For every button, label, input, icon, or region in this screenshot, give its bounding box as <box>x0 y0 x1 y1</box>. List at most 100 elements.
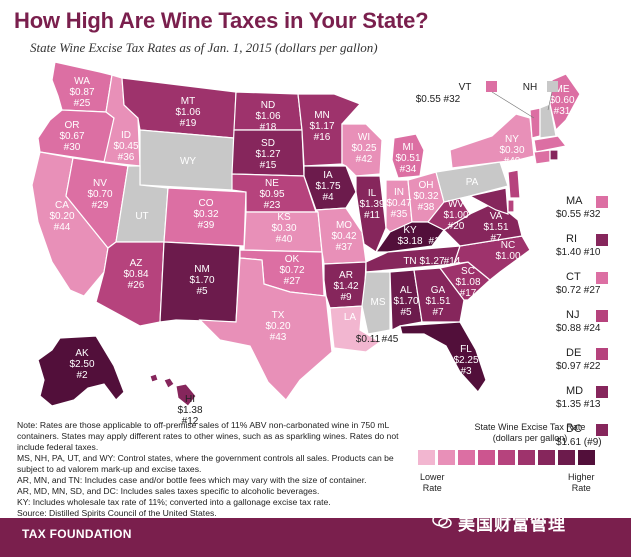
svg-text:$0.55 #32: $0.55 #32 <box>416 94 461 105</box>
svg-text:NH: NH <box>523 82 537 93</box>
scale-swatch <box>518 450 535 465</box>
svg-text:OK: OK <box>285 254 300 265</box>
svg-text:$1.42: $1.42 <box>333 281 358 292</box>
map-title: How High Are Wine Taxes in Your State? <box>14 8 429 33</box>
svg-text:#7: #7 <box>432 307 444 318</box>
legend-item-md: MD $1.35 #13 <box>556 385 626 423</box>
svg-text:#12: #12 <box>182 416 199 427</box>
svg-text:OR: OR <box>65 120 80 131</box>
state-MA[interactable] <box>533 135 568 153</box>
state-LA[interactable] <box>329 305 382 353</box>
svg-text:UT: UT <box>135 211 148 222</box>
scale-swatch <box>578 450 595 465</box>
state-GA[interactable] <box>413 267 465 323</box>
state-AL[interactable] <box>389 269 423 331</box>
label-UT: UT <box>135 211 148 222</box>
state-NY[interactable] <box>449 113 535 169</box>
legend-item-ma: MA $0.55 #32 <box>556 195 626 233</box>
svg-text:MO: MO <box>336 220 352 231</box>
svg-text:$0.95: $0.95 <box>259 189 284 200</box>
legend-item-de: DE $0.97 #22 <box>556 347 626 385</box>
svg-text:$0.87: $0.87 <box>69 87 94 98</box>
label-TN: TN $1.27 #14 <box>403 256 460 267</box>
svg-text:$3.18: $3.18 <box>397 236 422 247</box>
legend-swatch <box>596 424 608 436</box>
state-MD[interactable] <box>468 187 509 215</box>
scale-swatch <box>438 450 455 465</box>
scale-high-label: Higher Rate <box>568 472 595 493</box>
svg-text:#30: #30 <box>64 142 81 153</box>
svg-text:TN: TN <box>403 256 416 267</box>
note-line: Note: Rates are those applicable to off-… <box>17 420 399 452</box>
legend-swatch <box>596 348 608 360</box>
state-MS[interactable] <box>361 271 391 335</box>
scale-low-label: Lower Rate <box>420 472 445 493</box>
state-FL[interactable] <box>399 321 487 393</box>
label-ID: ID$0.45#36 <box>113 130 138 163</box>
svg-text:#20: #20 <box>448 221 465 232</box>
svg-text:AR: AR <box>339 270 353 281</box>
color-scale <box>418 450 595 465</box>
scale-swatch <box>458 450 475 465</box>
state-HI-1[interactable] <box>149 373 159 383</box>
state-RI[interactable] <box>549 149 559 161</box>
svg-text:$0.67: $0.67 <box>59 131 84 142</box>
state-NJ[interactable] <box>507 169 521 199</box>
svg-text:WY: WY <box>180 156 196 167</box>
scale-swatch <box>478 450 495 465</box>
svg-text:IL: IL <box>368 188 377 199</box>
state-CT[interactable] <box>533 149 551 165</box>
label-WI: WI$0.25#42 <box>351 132 376 165</box>
state-IL[interactable] <box>355 175 387 253</box>
callout-NH: NH <box>523 81 558 111</box>
svg-text:$0.84: $0.84 <box>123 269 148 280</box>
svg-text:AL: AL <box>400 285 413 296</box>
label-NE: NE$0.95#23 <box>259 178 284 211</box>
svg-text:ND: ND <box>261 100 275 111</box>
svg-text:$0.30: $0.30 <box>499 145 524 156</box>
svg-text:#42: #42 <box>356 154 373 165</box>
svg-text:MS: MS <box>371 297 386 308</box>
scale-swatch <box>538 450 555 465</box>
svg-text:VA: VA <box>490 211 503 222</box>
svg-text:OH: OH <box>419 180 434 191</box>
svg-text:$0.20: $0.20 <box>265 321 290 332</box>
svg-text:#34: #34 <box>400 164 417 175</box>
label-ME: ME$0.60#31 <box>549 84 574 117</box>
state-WV[interactable] <box>427 197 471 231</box>
svg-text:$1.06: $1.06 <box>175 107 200 118</box>
svg-text:#39: #39 <box>198 220 215 231</box>
svg-text:ME: ME <box>555 84 570 95</box>
svg-text:#40: #40 <box>276 234 293 245</box>
svg-text:NE: NE <box>265 178 279 189</box>
svg-text:#21: #21 <box>526 251 543 262</box>
legend-swatch <box>596 310 608 322</box>
state-DE[interactable] <box>507 199 515 213</box>
svg-text:SD: SD <box>261 138 275 149</box>
legend-item-nj: NJ $0.88 #24 <box>556 309 626 347</box>
svg-text:NV: NV <box>93 178 107 189</box>
legend-item-ct: CT $0.72 #27 <box>556 271 626 309</box>
svg-text:$1.17: $1.17 <box>309 121 334 132</box>
label-NY: NY$0.30#40 <box>499 134 524 167</box>
state-WI[interactable] <box>341 123 383 177</box>
label-SD: SD$1.27#15 <box>255 138 280 171</box>
label-MT: MT$1.06#19 <box>175 96 200 129</box>
label-PA: PA <box>466 177 479 188</box>
state-HI-3[interactable] <box>175 383 197 407</box>
scale-swatch <box>418 450 435 465</box>
label-AL: AL$1.70#5 <box>393 285 418 318</box>
svg-text:$1.39: $1.39 <box>359 199 384 210</box>
state-HI-2[interactable] <box>163 377 175 389</box>
svg-text:IA: IA <box>323 170 333 181</box>
label-KS: KS$0.30#40 <box>271 212 296 245</box>
svg-text:#1: #1 <box>428 236 440 247</box>
label-VA: VA$1.51#7 <box>483 211 508 244</box>
state-AK[interactable] <box>37 335 125 407</box>
map-subtitle: State Wine Excise Tax Rates as of Jan. 1… <box>30 40 378 55</box>
chat-icon <box>432 513 452 529</box>
svg-text:$0.30: $0.30 <box>271 223 296 234</box>
state-TX[interactable] <box>198 257 333 401</box>
state-VT[interactable] <box>529 107 541 139</box>
